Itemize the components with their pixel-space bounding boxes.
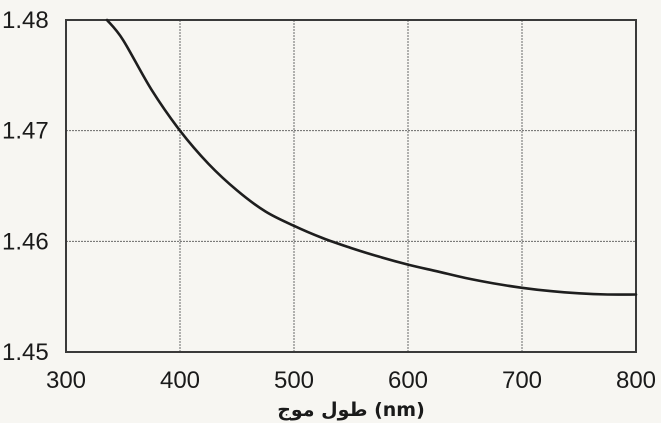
x-tick-label: 500	[274, 367, 314, 394]
y-tick-label: 1.48	[2, 7, 49, 34]
y-tick-label: 1.47	[2, 118, 49, 145]
y-tick-label: 1.46	[2, 228, 49, 255]
x-tick-label: 800	[616, 367, 656, 394]
x-tick-labels: 300 400 500 600 700 800	[46, 367, 656, 394]
x-axis-label: طول موج (nm)	[277, 399, 425, 421]
dispersion-curve	[105, 18, 638, 296]
x-tick-label: 600	[388, 367, 428, 394]
series	[105, 18, 638, 296]
x-tick-label: 700	[502, 367, 542, 394]
y-tick-label: 1.45	[2, 339, 49, 366]
x-tick-label: 300	[46, 367, 86, 394]
x-tick-label: 400	[160, 367, 200, 394]
y-tick-labels: 1.45 1.46 1.47 1.48	[2, 7, 49, 366]
grid	[66, 20, 636, 352]
plot-frame	[65, 19, 637, 353]
